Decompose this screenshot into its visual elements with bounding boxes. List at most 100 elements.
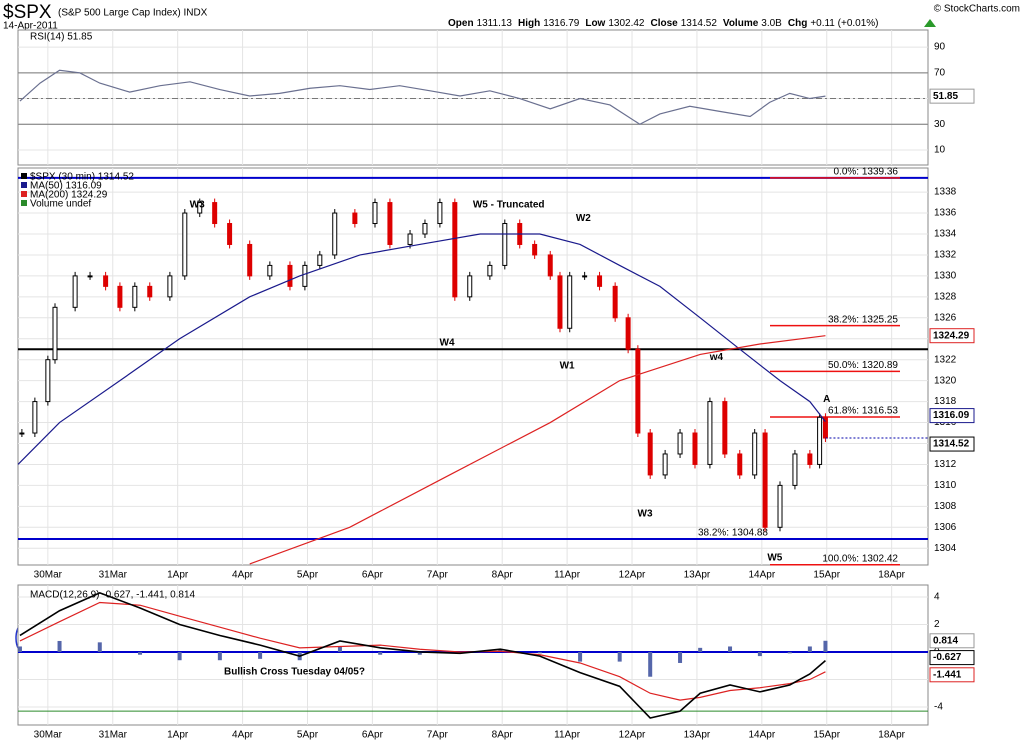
x-tick-label: 13Apr xyxy=(684,570,711,581)
x-tick-label: 30Mar xyxy=(34,730,63,741)
quote-value: 1302.42 xyxy=(608,18,645,29)
y-tick-label: 4 xyxy=(934,592,940,603)
y-tick-label: 90 xyxy=(934,42,946,53)
y-tick-label: 1338 xyxy=(934,187,957,198)
value-box-label: 51.85 xyxy=(933,91,958,102)
x-tick-label: 11Apr xyxy=(554,730,581,741)
y-tick-label: 1322 xyxy=(934,354,957,365)
y-tick-label: 1306 xyxy=(934,522,957,533)
candle-body xyxy=(582,275,588,278)
candle-body xyxy=(45,359,51,403)
macd-annotation: Bullish Cross Tuesday 04/05? xyxy=(224,667,365,678)
candle-body xyxy=(332,212,338,256)
quote-label: Low xyxy=(585,18,605,29)
candle-body xyxy=(635,348,641,434)
y-tick-label: 1332 xyxy=(934,250,957,261)
y-tick-label: 1320 xyxy=(934,375,957,386)
candle-body xyxy=(777,484,783,528)
candle-body xyxy=(197,202,203,214)
candle-body xyxy=(707,401,713,465)
quote-line: Open 1311.13 High 1316.79 Low 1302.42 Close 131… xyxy=(448,18,879,29)
candle-body xyxy=(612,285,618,319)
symbol: $SPX xyxy=(3,2,52,23)
candle-body xyxy=(677,432,683,455)
quote-label: High xyxy=(518,18,540,29)
credit: © StockCharts.com xyxy=(934,4,1020,15)
rsi-label: RSI(14) 51.85 xyxy=(30,32,93,43)
candle-body xyxy=(103,275,109,287)
candle-body xyxy=(117,285,123,308)
quote-label: Open xyxy=(448,18,474,29)
x-tick-label: 14Apr xyxy=(748,570,775,581)
value-box xyxy=(929,436,975,452)
quote-value: +0.11 (+0.01%) xyxy=(810,18,878,29)
candle-body xyxy=(32,401,38,434)
series-line xyxy=(19,69,826,125)
x-tick-label: 6Apr xyxy=(362,570,384,581)
legend-swatch xyxy=(21,182,27,188)
x-tick-label: 18Apr xyxy=(878,730,905,741)
wave-label: w4 xyxy=(709,352,724,363)
candle-body xyxy=(19,432,25,435)
x-tick-label: 31Mar xyxy=(99,730,128,741)
y-tick-label: 1312 xyxy=(934,459,957,470)
candle-body xyxy=(52,306,58,361)
histogram-bar xyxy=(807,646,812,652)
value-box xyxy=(929,650,975,666)
histogram-bar xyxy=(57,640,62,652)
symbol-name: (S&P 500 Large Cap Index) INDX xyxy=(58,8,208,19)
legend-swatch xyxy=(21,173,27,179)
candle-body xyxy=(502,223,508,266)
y-tick-label: 1334 xyxy=(934,229,957,240)
candle-body xyxy=(647,432,653,476)
y-tick-label: 1304 xyxy=(934,543,957,554)
y-tick-label: 1330 xyxy=(934,271,957,282)
histogram-bar xyxy=(258,651,263,659)
x-tick-label: 12Apr xyxy=(619,570,646,581)
value-box xyxy=(929,88,975,104)
histogram-bar xyxy=(728,646,733,652)
wave-label: W5 - Truncated xyxy=(473,199,545,210)
candle-body xyxy=(722,401,728,455)
candle-body xyxy=(212,202,218,225)
value-box-label: 1324.29 xyxy=(933,330,970,341)
y-tick-label: 1308 xyxy=(934,501,957,512)
y-tick-label: 1326 xyxy=(934,312,957,323)
value-box-label: -1.441 xyxy=(933,669,962,680)
wave-label: W5 xyxy=(767,552,782,563)
value-box-label: 0.814 xyxy=(933,635,958,646)
histogram-bar xyxy=(138,651,143,655)
quote-value: 3.0B xyxy=(761,18,782,29)
x-tick-label: 13Apr xyxy=(684,730,711,741)
candle-body xyxy=(182,212,188,277)
quote-value: 1311.13 xyxy=(477,18,513,29)
quote-label: Close xyxy=(651,18,679,29)
candle-body xyxy=(422,223,428,235)
candle-body xyxy=(287,264,293,287)
candle-body xyxy=(167,275,173,298)
x-tick-label: 30Mar xyxy=(34,570,63,581)
candle-body xyxy=(737,453,743,476)
value-box xyxy=(929,667,975,683)
x-tick-label: 7Apr xyxy=(427,730,449,741)
histogram-bar xyxy=(537,651,542,654)
candle-body xyxy=(487,264,493,277)
histogram-bar xyxy=(97,642,102,652)
candle-body xyxy=(467,275,473,298)
wave-label: W4 xyxy=(440,338,455,349)
series-line xyxy=(17,233,826,465)
candle-body xyxy=(452,202,458,298)
histogram-bar xyxy=(617,651,622,662)
x-tick-label: 7Apr xyxy=(427,570,449,581)
value-box xyxy=(929,408,975,424)
histogram-bar xyxy=(757,651,762,657)
y-tick-label: 1318 xyxy=(934,396,957,407)
series-line xyxy=(19,591,826,719)
fib-label: 50.0%: 1320.89 xyxy=(828,360,898,371)
candle-body xyxy=(302,264,308,287)
candle-body xyxy=(87,275,93,278)
histogram-bar xyxy=(648,651,653,677)
candle-body xyxy=(437,202,443,225)
fib-label: 0.0%: 1339.36 xyxy=(834,166,899,177)
candle-body xyxy=(557,275,563,329)
